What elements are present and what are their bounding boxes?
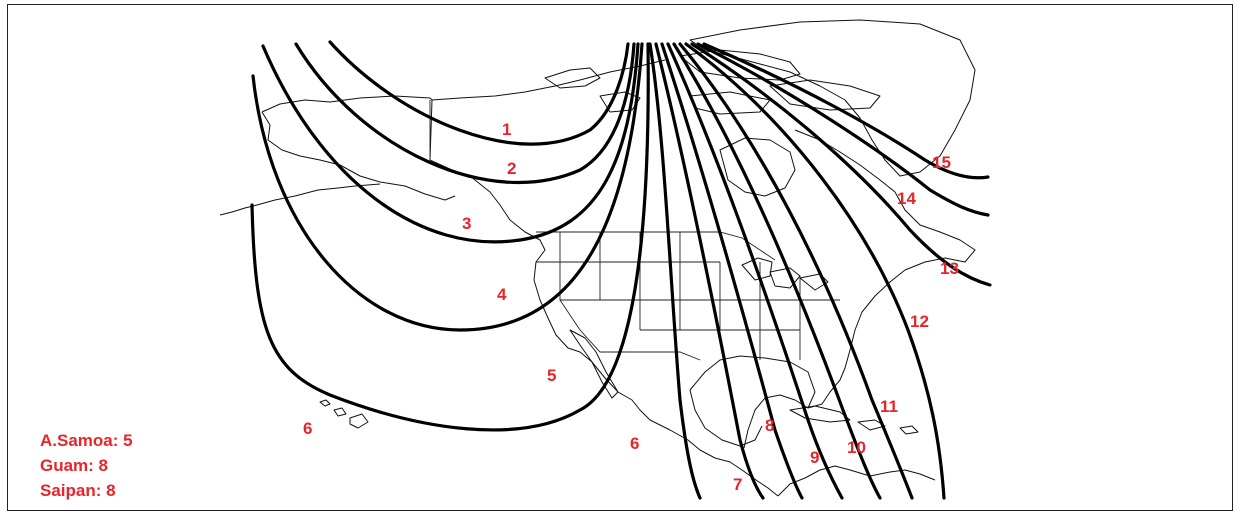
zone-label-5: 5 [547, 366, 556, 385]
zone-labels: 1 2 3 4 5 6 6 7 8 9 10 11 12 13 14 15 [303, 120, 959, 494]
zone-label-7: 7 [733, 475, 742, 494]
legend-guam: Guam: 8 [40, 456, 109, 475]
zone-label-15: 15 [932, 153, 951, 172]
zone-label-4: 4 [497, 285, 507, 304]
zone-label-11: 11 [880, 397, 898, 416]
zone-label-9: 9 [810, 448, 819, 467]
zone-label-8: 8 [765, 416, 774, 435]
zone-label-10: 10 [847, 438, 866, 457]
zone-curves [250, 40, 992, 500]
legend-american-samoa: A.Samoa: 5 [40, 431, 133, 450]
zone-label-12: 12 [910, 312, 929, 331]
zone-label-6-mexico: 6 [630, 434, 639, 453]
zone-label-14: 14 [897, 189, 916, 208]
zone-label-3: 3 [462, 214, 471, 233]
map-frame [7, 4, 1233, 511]
zone-label-13: 13 [940, 259, 959, 278]
territory-legend: A.Samoa: 5 Guam: 8 Saipan: 8 [40, 428, 133, 503]
zone-label-1: 1 [502, 120, 511, 139]
legend-saipan: Saipan: 8 [40, 481, 116, 500]
zone-label-2: 2 [507, 159, 516, 178]
zone-label-6-pacific: 6 [303, 419, 312, 438]
